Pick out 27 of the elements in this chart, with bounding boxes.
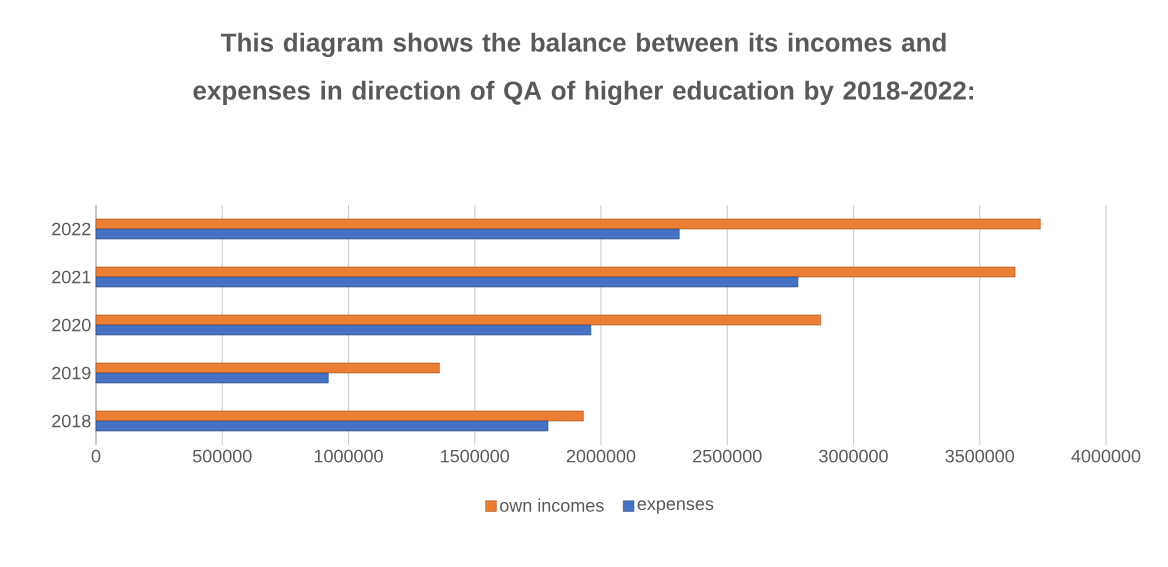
y-tick-label: 2020 <box>52 318 91 332</box>
x-tick-label: 4000000 <box>1071 449 1141 463</box>
bar <box>95 228 680 240</box>
x-tick-label: 2500000 <box>693 449 762 463</box>
x-tick-label: 1500000 <box>441 449 510 463</box>
bar <box>95 362 440 374</box>
x-tick-label: 1000000 <box>314 449 383 463</box>
y-tick-label: 2019 <box>52 366 91 380</box>
y-tick-label: 2021 <box>52 270 91 284</box>
bar <box>95 218 1041 230</box>
x-tick-label: 0 <box>91 449 101 463</box>
bar <box>95 372 329 384</box>
y-tick-label: 2018 <box>52 414 91 428</box>
x-tick-label: 3500000 <box>945 449 1015 463</box>
bar <box>95 314 821 326</box>
chart-title: This diagram shows the balance between its incomes and expenses in direction of QA of higher education by 2018-2022: <box>193 32 973 106</box>
x-tick-label: 500000 <box>192 449 252 463</box>
bar <box>95 276 799 288</box>
bar <box>95 410 584 422</box>
y-tick-label: 2022 <box>52 222 91 236</box>
bar <box>95 324 592 336</box>
x-tick-label: 3000000 <box>819 449 888 463</box>
legend-label: expenses <box>637 500 714 514</box>
legend-label: own incomes <box>500 498 604 512</box>
bar <box>95 420 549 432</box>
x-tick-label: 2000000 <box>566 449 636 463</box>
bar <box>95 266 1016 278</box>
